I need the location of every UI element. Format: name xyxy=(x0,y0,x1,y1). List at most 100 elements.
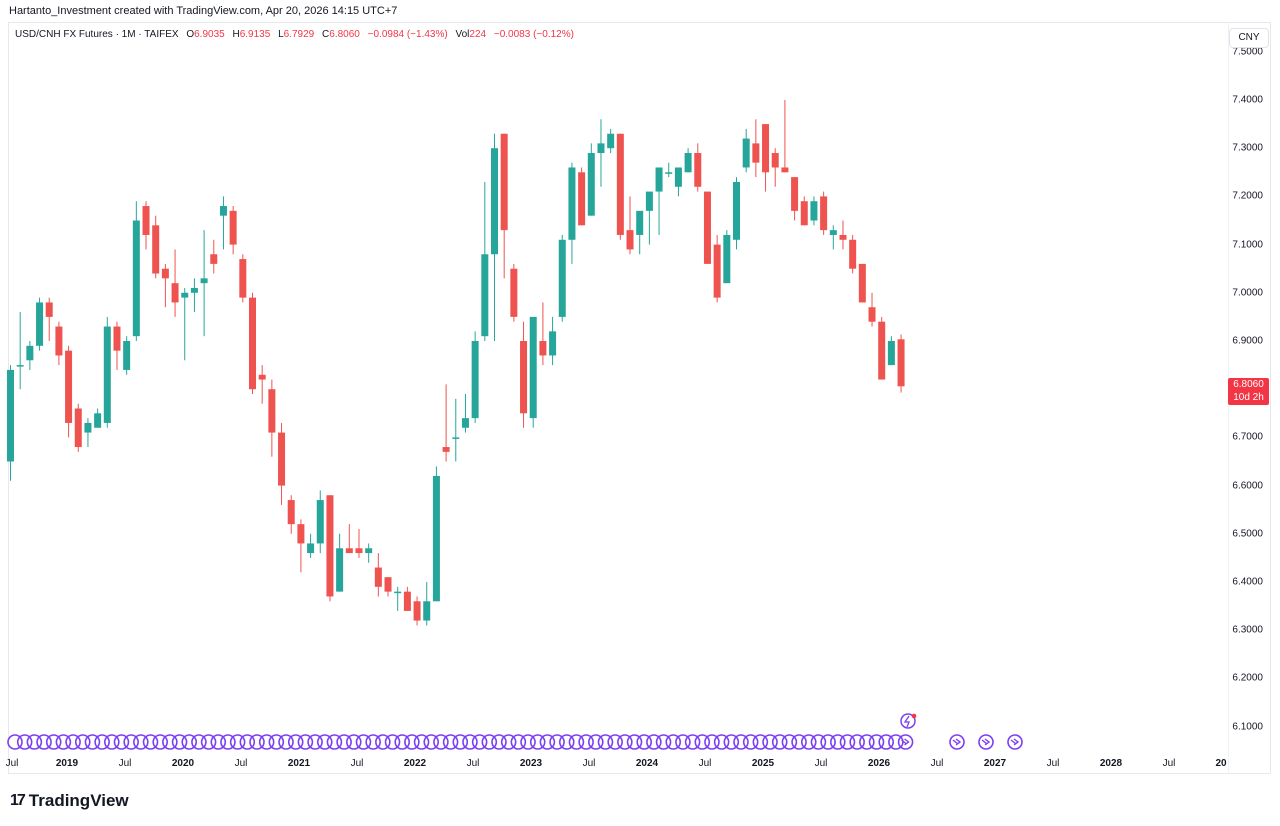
event-icon xyxy=(781,734,798,750)
high-value: 6.9135 xyxy=(239,29,271,40)
event-icon xyxy=(626,734,643,750)
candle-up xyxy=(742,138,750,168)
candle-down xyxy=(897,339,905,387)
candle-up xyxy=(219,206,227,216)
chart-credit: Hartanto_Investment created with Trading… xyxy=(9,5,398,17)
candle-down xyxy=(152,225,160,274)
event-icon xyxy=(326,734,343,750)
candle-down xyxy=(403,591,411,611)
candle-down xyxy=(74,408,82,448)
candle-up xyxy=(529,316,537,419)
candle-up xyxy=(432,475,440,602)
candle-up xyxy=(645,191,653,211)
arrow-icon xyxy=(981,738,991,746)
event-icon xyxy=(113,734,130,750)
event-icon xyxy=(355,734,372,750)
event-icon xyxy=(762,734,778,750)
time-tick: Jul xyxy=(814,758,828,769)
candle-up xyxy=(394,591,402,594)
candle-up xyxy=(636,210,644,235)
event-icon xyxy=(771,734,788,750)
event-icon xyxy=(810,734,827,750)
candle-down xyxy=(820,196,828,231)
candle-down xyxy=(752,143,760,163)
event-icon xyxy=(529,734,546,750)
event-icon xyxy=(74,734,91,750)
arrow-icon xyxy=(1010,738,1020,746)
candles xyxy=(7,100,905,626)
event-icon xyxy=(655,734,672,750)
event-icon xyxy=(607,734,623,750)
candle-up xyxy=(181,292,189,298)
candle-down xyxy=(626,230,634,250)
event-icon xyxy=(829,734,846,750)
event-icon xyxy=(394,734,411,750)
symbol-title[interactable]: USD/CNH FX Futures · 1M · TAIFEX xyxy=(15,29,179,40)
event-icon xyxy=(694,734,711,750)
candle-up xyxy=(461,418,469,428)
event-icon xyxy=(587,734,604,750)
candle-down xyxy=(616,133,624,235)
last-price-label: 6.8060 10d 2h xyxy=(1228,378,1269,405)
candle-down xyxy=(55,326,63,356)
candle-up xyxy=(84,422,92,433)
event-icon xyxy=(849,734,865,750)
event-icon xyxy=(704,734,720,750)
currency-button[interactable]: CNY xyxy=(1229,28,1269,48)
tradingview-logo: 17 TradingView xyxy=(10,791,129,811)
price-tick: 6.1000 xyxy=(1232,721,1263,733)
close-label: C xyxy=(322,29,330,40)
volume-value: 224 xyxy=(469,29,487,40)
candlestick-chart[interactable] xyxy=(0,0,1228,775)
candle-down xyxy=(771,153,779,168)
time-axis[interactable]: Jul 2019 Jul 2020 Jul 2021 Jul 2022 Jul 2023 Jul 20… xyxy=(6,755,1228,773)
candle-up xyxy=(16,365,24,367)
candle-up xyxy=(316,500,324,544)
candle-up xyxy=(733,181,740,240)
event-icon xyxy=(375,734,391,750)
event-icon xyxy=(45,734,62,750)
event-icon xyxy=(878,734,895,750)
time-tick: 2026 xyxy=(867,758,891,769)
future-event-icon xyxy=(978,734,994,750)
candle-up xyxy=(190,287,198,293)
candle-up xyxy=(200,278,208,284)
event-icon xyxy=(65,734,81,750)
event-icon xyxy=(249,734,265,750)
event-markers[interactable] xyxy=(7,713,1023,750)
event-icon xyxy=(868,734,885,750)
event-icon xyxy=(94,734,110,750)
event-icon xyxy=(191,734,207,750)
candle-down xyxy=(694,153,702,187)
time-tick: 2021 xyxy=(287,758,311,769)
candle-up xyxy=(452,437,460,439)
candle-up xyxy=(568,167,576,240)
candle-down xyxy=(249,297,256,390)
event-icon xyxy=(210,734,227,750)
event-icon xyxy=(36,734,52,750)
candle-down xyxy=(384,577,392,592)
event-icon xyxy=(558,734,575,750)
event-icon xyxy=(404,734,420,750)
event-icon xyxy=(152,734,168,750)
time-tick: 20 xyxy=(1215,758,1227,769)
last-price-value: 6.8060 xyxy=(1233,379,1264,390)
candle-down xyxy=(258,374,266,380)
candle-down xyxy=(45,302,53,317)
candle-up xyxy=(558,239,566,317)
event-icon xyxy=(491,734,507,750)
candle-down xyxy=(520,341,528,414)
candle-down xyxy=(781,167,789,173)
price-tick: 7.1000 xyxy=(1232,239,1263,251)
time-tick: 2022 xyxy=(403,758,427,769)
candle-up xyxy=(36,302,44,346)
candle-down xyxy=(868,307,876,322)
high-label: H xyxy=(232,29,240,40)
open-label: O xyxy=(186,29,195,40)
event-icon xyxy=(733,734,749,750)
symbol-legend: USD/CNH FX Futures · 1M · TAIFEX O6.9035… xyxy=(15,29,574,40)
event-icon xyxy=(713,734,730,750)
event-icon xyxy=(433,734,449,750)
event-icon xyxy=(820,734,836,750)
event-icon xyxy=(665,734,682,750)
